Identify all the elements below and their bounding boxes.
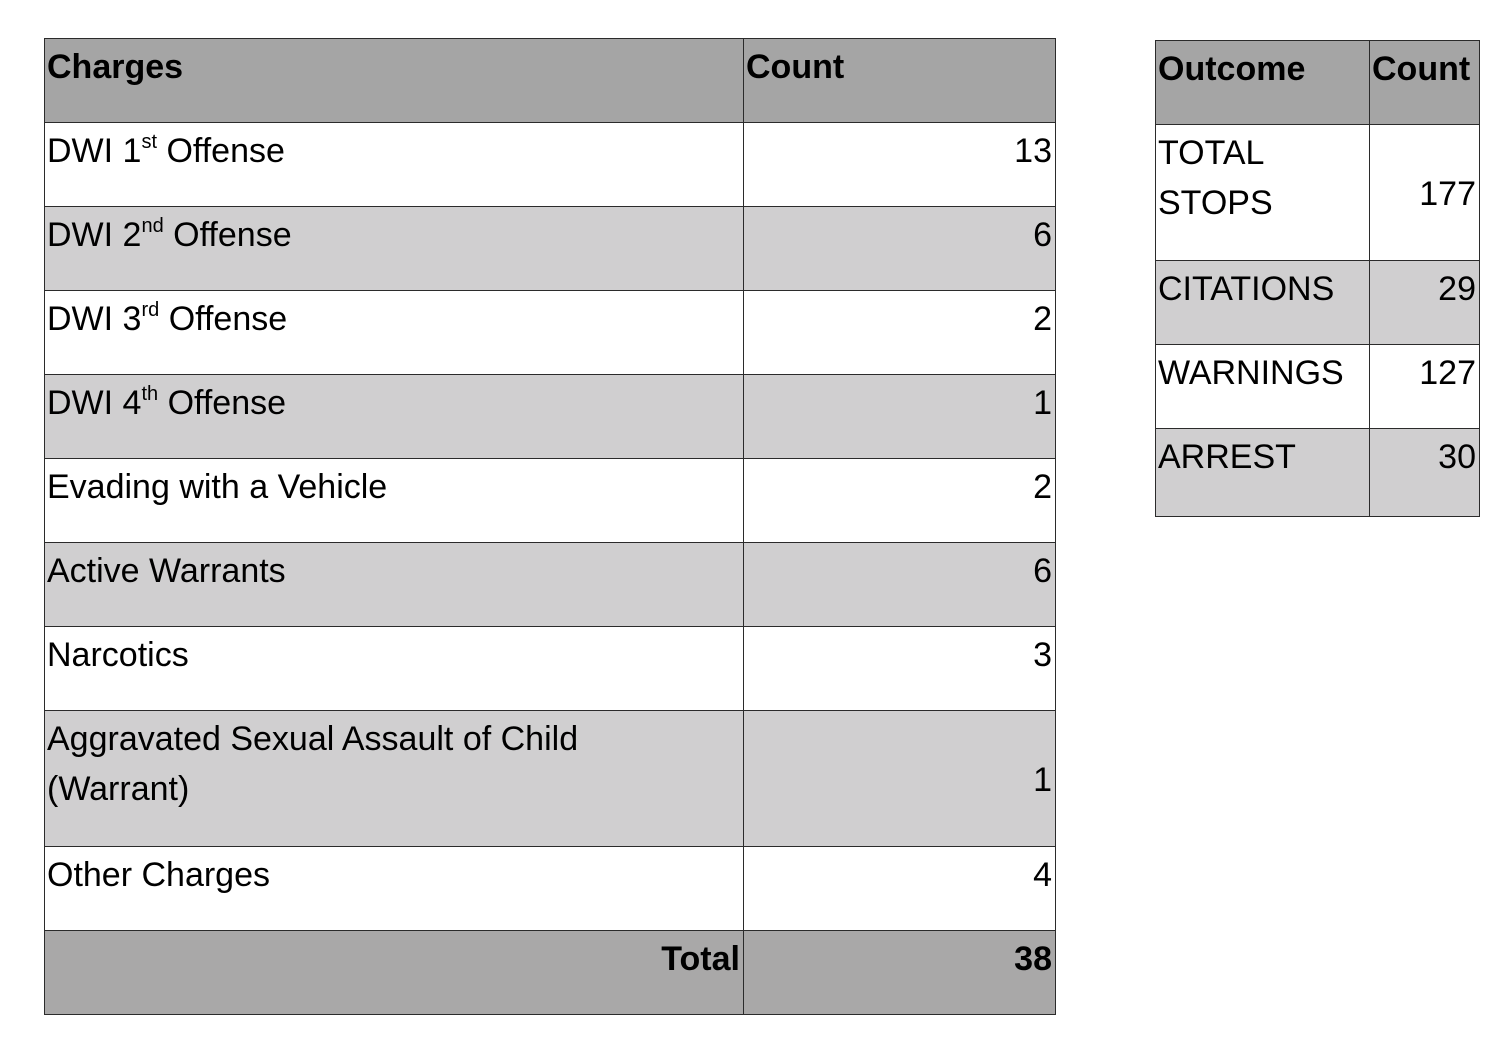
charge-count: 4 bbox=[743, 846, 1056, 931]
charge-count: 2 bbox=[743, 458, 1056, 543]
charge-label: DWI 3rd Offense bbox=[44, 290, 744, 375]
count-column-header: Count bbox=[1369, 40, 1480, 125]
outcome-count: 30 bbox=[1369, 428, 1480, 517]
table-row: DWI 3rd Offense 2 bbox=[44, 290, 1056, 375]
table-row: Narcotics 3 bbox=[44, 626, 1056, 711]
charge-count: 1 bbox=[743, 710, 1056, 847]
outcome-label: TOTAL STOPS bbox=[1155, 124, 1370, 261]
table-row: TOTAL STOPS 177 bbox=[1155, 124, 1480, 261]
charge-label: Aggravated Sexual Assault of Child (Warra… bbox=[44, 710, 744, 847]
charge-label: DWI 2nd Offense bbox=[44, 206, 744, 291]
outcome-count: 29 bbox=[1369, 260, 1480, 345]
total-label: Total bbox=[44, 930, 744, 1015]
table-row: Other Charges 4 bbox=[44, 846, 1056, 931]
charges-column-header: Charges bbox=[44, 38, 744, 123]
table-row: DWI 2nd Offense 6 bbox=[44, 206, 1056, 291]
charge-count: 6 bbox=[743, 542, 1056, 627]
table-row: ARREST 30 bbox=[1155, 428, 1480, 517]
table-row: Active Warrants 6 bbox=[44, 542, 1056, 627]
outcome-column-header: Outcome bbox=[1155, 40, 1370, 125]
charge-label: Active Warrants bbox=[44, 542, 744, 627]
count-column-header: Count bbox=[743, 38, 1056, 123]
table-row: WARNINGS 127 bbox=[1155, 344, 1480, 429]
outcome-header-row: Outcome Count bbox=[1155, 40, 1480, 125]
table-row: DWI 4th Offense 1 bbox=[44, 374, 1056, 459]
outcome-label: CITATIONS bbox=[1155, 260, 1370, 345]
table-row: DWI 1st Offense 13 bbox=[44, 122, 1056, 207]
outcome-count: 127 bbox=[1369, 344, 1480, 429]
charge-label: Other Charges bbox=[44, 846, 744, 931]
charge-label: Evading with a Vehicle bbox=[44, 458, 744, 543]
charge-label: DWI 4th Offense bbox=[44, 374, 744, 459]
outcome-label: ARREST bbox=[1155, 428, 1370, 517]
charge-count: 6 bbox=[743, 206, 1056, 291]
charge-label: Narcotics bbox=[44, 626, 744, 711]
outcome-count: 177 bbox=[1369, 124, 1480, 261]
charge-count: 1 bbox=[743, 374, 1056, 459]
table-row: Evading with a Vehicle 2 bbox=[44, 458, 1056, 543]
total-row: Total 38 bbox=[44, 930, 1056, 1015]
charges-header-row: Charges Count bbox=[44, 38, 1056, 123]
total-count: 38 bbox=[743, 930, 1056, 1015]
outcome-table: Outcome Count TOTAL STOPS 177 CITATIONS 2… bbox=[1155, 40, 1480, 517]
table-row: CITATIONS 29 bbox=[1155, 260, 1480, 345]
charge-count: 2 bbox=[743, 290, 1056, 375]
charges-table: Charges Count DWI 1st Offense 13 DWI 2nd… bbox=[44, 38, 1056, 1015]
table-row: Aggravated Sexual Assault of Child (Warra… bbox=[44, 710, 1056, 847]
charge-count: 13 bbox=[743, 122, 1056, 207]
outcome-label: WARNINGS bbox=[1155, 344, 1370, 429]
charge-count: 3 bbox=[743, 626, 1056, 711]
charge-label: DWI 1st Offense bbox=[44, 122, 744, 207]
